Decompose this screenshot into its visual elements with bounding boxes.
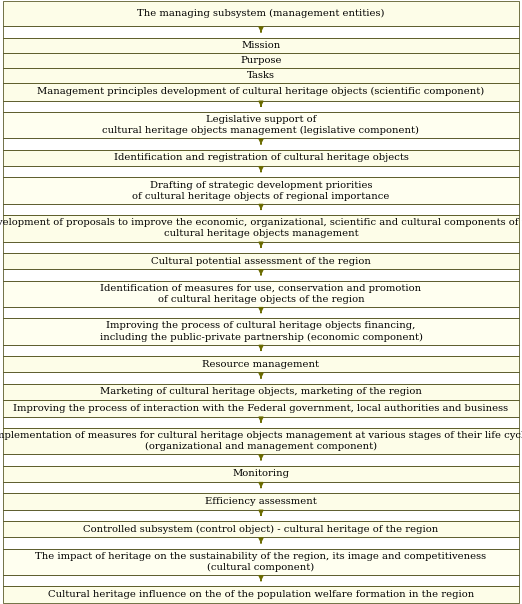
Text: Marketing of cultural heritage objects, marketing of the region: Marketing of cultural heritage objects, … [100,388,422,396]
Bar [3,253,519,269]
Text: Purpose: Purpose [240,56,282,65]
Bar [3,166,519,178]
Text: The impact of heritage on the sustainability of the region, its image and compet: The impact of heritage on the sustainabi… [35,552,487,572]
Text: Implementation of measures for cultural heritage objects management at various s: Implementation of measures for cultural … [0,431,522,451]
Bar [3,548,519,575]
Bar [3,586,519,603]
Text: Improving the process of interaction with the Federal government, local authorit: Improving the process of interaction wit… [14,404,508,413]
Bar [3,27,519,37]
Text: Efficiency assessment: Efficiency assessment [205,497,317,506]
Text: Identification and registration of cultural heritage objects: Identification and registration of cultu… [114,153,408,162]
Bar [3,538,519,548]
Bar [3,204,519,215]
Bar [3,150,519,166]
Bar [3,307,519,318]
Text: Controlled subsystem (control object) - cultural heritage of the region: Controlled subsystem (control object) - … [84,525,438,534]
Bar [3,37,519,53]
Text: Cultural heritage influence on the of the population welfare formation in the re: Cultural heritage influence on the of th… [48,590,474,599]
Bar [3,384,519,400]
Bar [3,83,519,101]
Bar [3,68,519,83]
Text: Cultural potential assessment of the region: Cultural potential assessment of the reg… [151,257,371,266]
Text: The managing subsystem (management entities): The managing subsystem (management entit… [137,9,385,18]
Bar [3,1,519,27]
Text: Legislative support of
cultural heritage objects management (legislative compone: Legislative support of cultural heritage… [102,115,420,135]
Text: Improving the process of cultural heritage objects financing,
including the publ: Improving the process of cultural herita… [100,321,422,342]
Bar [3,242,519,253]
Bar [3,318,519,345]
Text: Drafting of strategic development priorities
of cultural heritage objects of reg: Drafting of strategic development priori… [132,181,390,201]
Text: Management principles development of cultural heritage objects (scientific compo: Management principles development of cul… [38,87,484,97]
Text: Mission: Mission [241,40,281,50]
Bar [3,417,519,428]
Bar [3,101,519,112]
Bar [3,373,519,384]
Bar [3,138,519,150]
Bar [3,269,519,281]
Bar [3,510,519,521]
Bar [3,482,519,493]
Bar [3,345,519,356]
Text: Resource management: Resource management [203,360,319,369]
Text: Tasks: Tasks [247,71,275,80]
Bar [3,400,519,417]
Bar [3,53,519,68]
Bar [3,521,519,538]
Bar [3,215,519,242]
Text: Development of proposals to improve the economic, organizational, scientific and: Development of proposals to improve the … [0,218,522,239]
Text: Identification of measures for use, conservation and promotion
of cultural herit: Identification of measures for use, cons… [100,284,422,304]
Bar [3,454,519,466]
Bar [3,493,519,510]
Bar [3,281,519,307]
Text: Monitoring: Monitoring [232,469,290,478]
Bar [3,575,519,586]
Bar [3,466,519,482]
Bar [3,356,519,373]
Bar [3,428,519,454]
Bar [3,178,519,204]
Bar [3,112,519,138]
